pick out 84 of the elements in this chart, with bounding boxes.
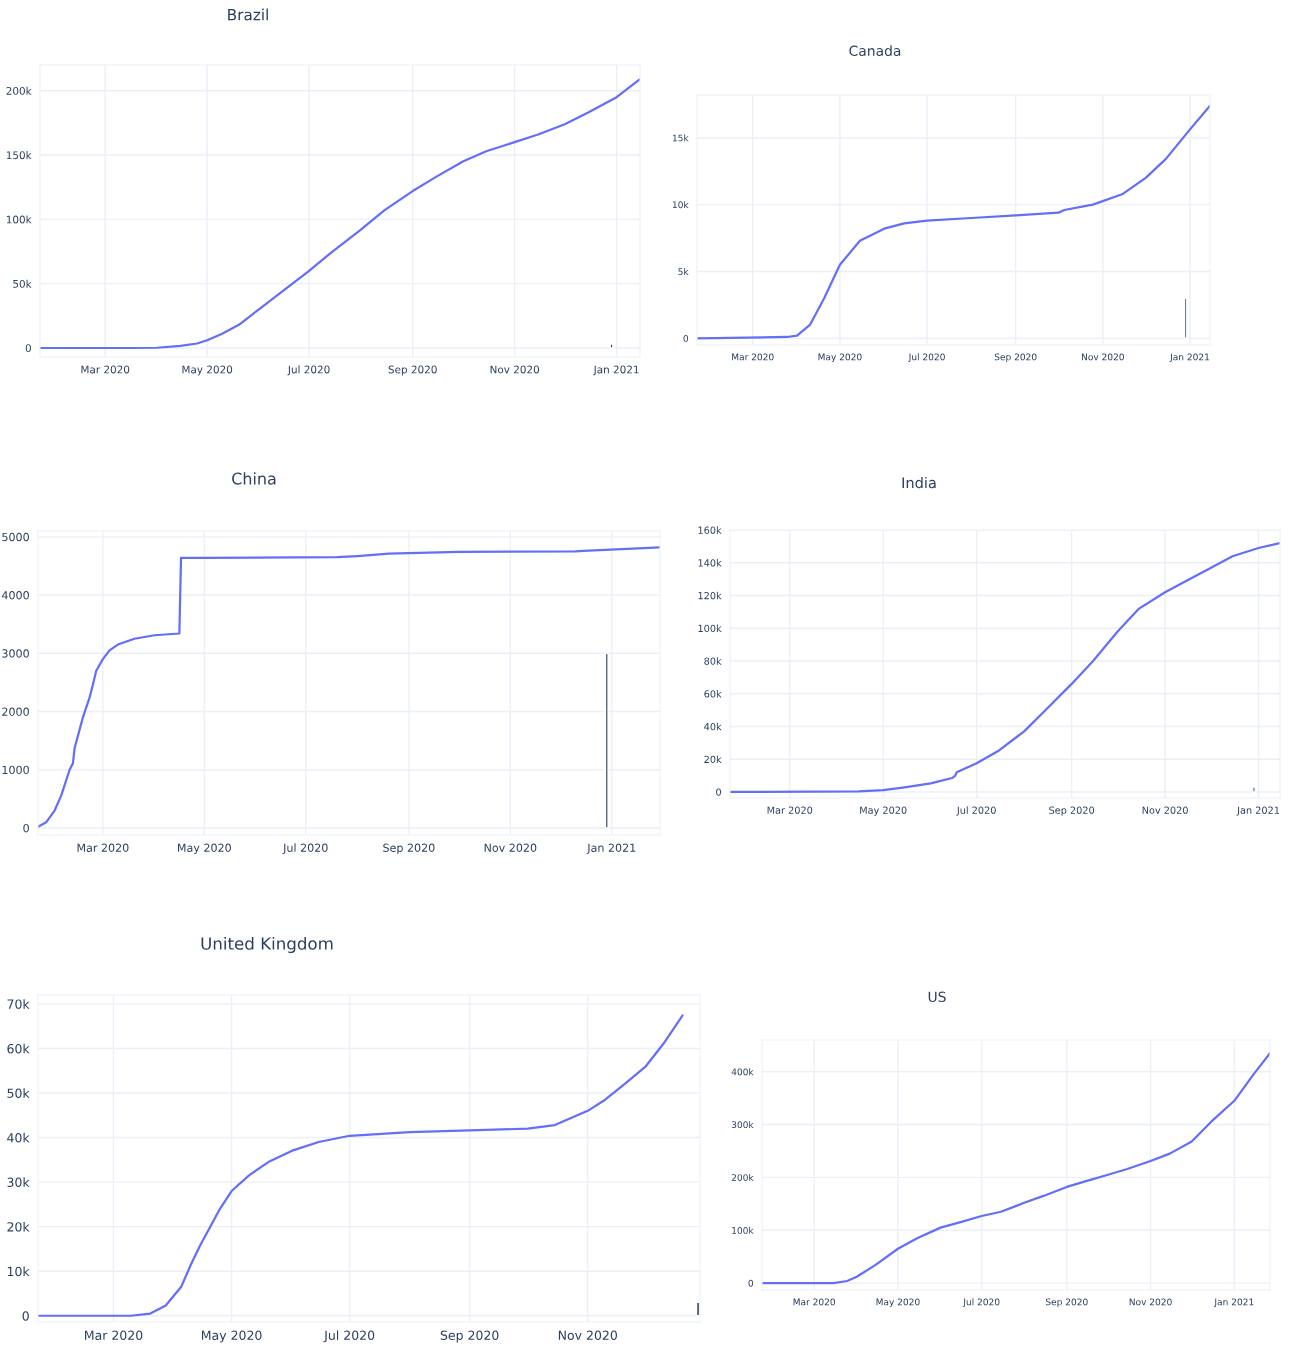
x-tick-label: Sep 2020 bbox=[1045, 1298, 1088, 1308]
x-tick-label: Mar 2020 bbox=[793, 1298, 836, 1306]
line-series bbox=[38, 546, 660, 828]
x-tick-label: Jul 2020 bbox=[287, 365, 330, 376]
x-tick-label: Sep 2020 bbox=[383, 843, 435, 855]
y-tick-label: 0 bbox=[716, 788, 722, 796]
y-tick-label: 160k bbox=[698, 526, 722, 534]
x-tick-label: Jul 2020 bbox=[282, 843, 328, 854]
x-tick-label: May 2020 bbox=[876, 1298, 920, 1308]
x-tick-label: Nov 2020 bbox=[484, 843, 537, 852]
x-tick-label: May 2020 bbox=[818, 353, 862, 363]
x-tick-label: Sep 2020 bbox=[994, 353, 1037, 363]
x-tick-label: Mar 2020 bbox=[767, 806, 813, 814]
y-tick-label: 60k bbox=[7, 1043, 30, 1054]
x-tick-label: Nov 2020 bbox=[558, 1330, 617, 1341]
chart-title: India bbox=[902, 476, 936, 489]
x-tick-label: Mar 2020 bbox=[81, 365, 130, 374]
x-tick-label: Nov 2020 bbox=[490, 365, 540, 374]
y-tick-label: 100k bbox=[6, 215, 32, 224]
x-tick-label: Nov 2020 bbox=[1142, 806, 1188, 814]
y-tick-label: 40k bbox=[704, 722, 722, 731]
y-tick-label: 200k bbox=[731, 1173, 754, 1181]
y-tick-label: 140k bbox=[698, 559, 722, 567]
x-tick-label: Sep 2020 bbox=[1049, 806, 1095, 816]
y-tick-label: 0 bbox=[22, 1311, 29, 1321]
y-tick-label: 1000 bbox=[2, 765, 29, 775]
y-tick-label: 0 bbox=[25, 344, 31, 353]
x-tick-label: Sep 2020 bbox=[440, 1330, 499, 1343]
chart-title: China bbox=[232, 472, 276, 485]
y-tick-label: 100k bbox=[698, 624, 722, 633]
y-tick-label: 120k bbox=[698, 591, 722, 600]
y-tick-label: 3000 bbox=[2, 649, 29, 658]
line-series bbox=[730, 541, 1280, 794]
y-tick-label: 80k bbox=[704, 657, 722, 665]
line-series bbox=[40, 78, 640, 350]
x-tick-label: Jan 2021 bbox=[593, 365, 639, 376]
y-tick-label: 30k bbox=[7, 1177, 30, 1188]
y-tick-label: 20k bbox=[7, 1221, 30, 1232]
x-tick-label: Mar 2020 bbox=[85, 1330, 143, 1341]
y-tick-label: 100k bbox=[732, 1226, 754, 1234]
y-tick-label: 4000 bbox=[1, 591, 29, 600]
x-tick-label: Jul 2020 bbox=[323, 1330, 375, 1343]
x-tick-label: Nov 2020 bbox=[1081, 353, 1124, 361]
x-tick-label: May 2020 bbox=[860, 806, 907, 816]
y-tick-label: 50k bbox=[13, 279, 32, 288]
y-tick-label: 400k bbox=[731, 1068, 754, 1076]
y-tick-label: 40k bbox=[7, 1132, 30, 1143]
y-tick-label: 20k bbox=[704, 755, 722, 764]
y-tick-label: 5k bbox=[678, 268, 689, 276]
x-tick-label: Jan 2021 bbox=[1236, 806, 1280, 816]
y-tick-label: 15k bbox=[672, 134, 689, 142]
y-tick-label: 150k bbox=[6, 151, 32, 160]
line-series bbox=[697, 104, 1210, 340]
y-tick-label: 300k bbox=[731, 1121, 754, 1129]
x-tick-label: May 2020 bbox=[182, 365, 233, 376]
chart-title: Canada bbox=[849, 45, 901, 57]
y-tick-label: 0 bbox=[683, 335, 689, 342]
y-tick-label: 0 bbox=[748, 1279, 754, 1287]
x-tick-label: May 2020 bbox=[201, 1330, 262, 1343]
y-tick-label: 200k bbox=[6, 86, 32, 95]
y-tick-label: 60k bbox=[704, 690, 722, 698]
x-tick-label: Jul 2020 bbox=[962, 1298, 1000, 1307]
y-tick-label: 10k bbox=[672, 201, 689, 209]
x-tick-label: Jan 2021 bbox=[1213, 1298, 1254, 1307]
chart-title: US bbox=[928, 991, 946, 1003]
x-tick-label: Mar 2020 bbox=[732, 353, 774, 361]
y-tick-label: 2000 bbox=[2, 707, 29, 716]
x-tick-label: Jul 2020 bbox=[956, 806, 996, 816]
x-tick-label: Nov 2020 bbox=[1129, 1298, 1172, 1306]
line-series bbox=[38, 1014, 684, 1317]
y-tick-label: 10k bbox=[7, 1266, 30, 1277]
x-tick-label: Jan 2021 bbox=[586, 843, 636, 854]
x-tick-label: Jul 2020 bbox=[908, 353, 945, 362]
y-tick-label: 5000 bbox=[2, 532, 29, 542]
y-tick-label: 50k bbox=[7, 1088, 30, 1098]
line-series bbox=[762, 1052, 1270, 1285]
x-tick-label: Mar 2020 bbox=[77, 843, 129, 852]
y-tick-label: 70k bbox=[7, 999, 30, 1009]
chart-title: Brazil bbox=[228, 8, 268, 21]
chart-title: United Kingdom bbox=[201, 936, 333, 954]
y-tick-label: 0 bbox=[23, 823, 29, 833]
x-tick-label: May 2020 bbox=[178, 843, 231, 855]
x-tick-label: Jan 2021 bbox=[1169, 353, 1210, 362]
x-tick-label: Sep 2020 bbox=[388, 365, 437, 376]
